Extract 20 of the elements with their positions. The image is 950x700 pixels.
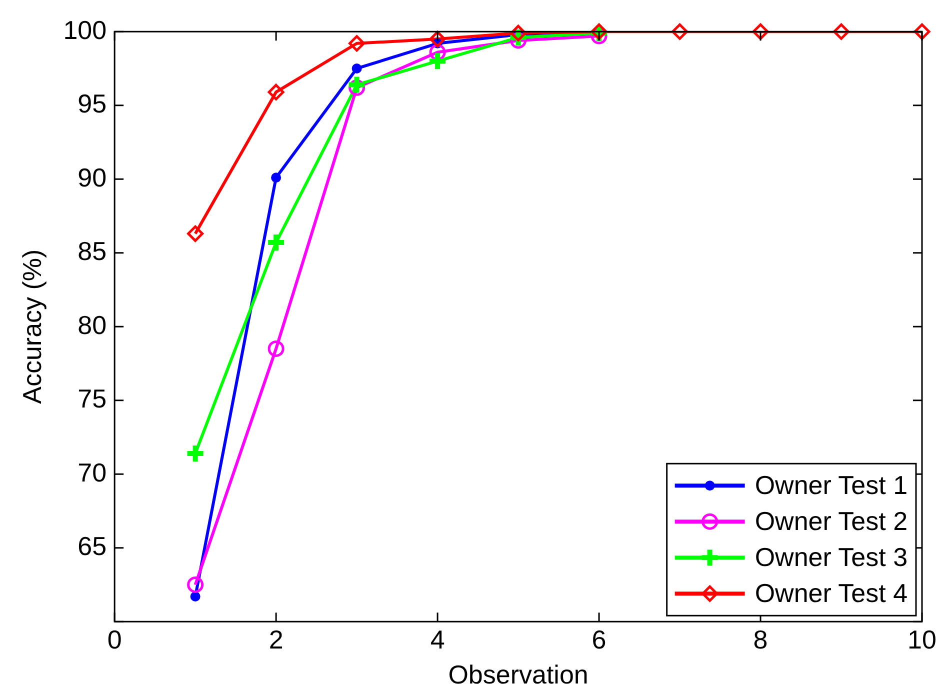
x-tick-label: 2 xyxy=(268,624,284,654)
y-tick-label: 100 xyxy=(63,14,107,45)
legend-label: Owner Test 2 xyxy=(754,506,908,536)
x-tick-label: 8 xyxy=(753,624,768,654)
y-tick-label: 80 xyxy=(78,310,107,340)
y-tick-label: 90 xyxy=(78,162,107,192)
x-tick-label: 6 xyxy=(592,624,606,654)
x-tick-label: 4 xyxy=(430,624,445,654)
legend-label: Owner Test 1 xyxy=(754,470,908,500)
x-tick-label: 0 xyxy=(107,624,122,654)
y-tick-label: 65 xyxy=(78,531,107,562)
legend-label: Owner Test 4 xyxy=(754,578,908,608)
y-tick-label: 70 xyxy=(78,457,107,488)
y-tick-label: 75 xyxy=(78,384,107,414)
x-tick-label: 10 xyxy=(908,624,936,654)
legend-label: Owner Test 3 xyxy=(754,542,908,572)
y-tick-label: 85 xyxy=(78,236,107,266)
y-tick-label: 95 xyxy=(78,88,107,119)
y-axis-title: Accuracy (%) xyxy=(16,249,47,404)
x-axis-title: Observation xyxy=(448,660,588,690)
